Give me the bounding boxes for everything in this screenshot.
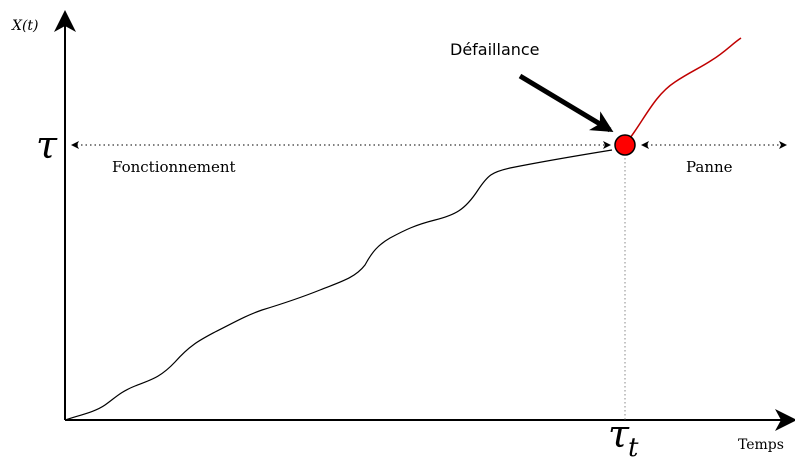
x-axis-label: Temps [738,437,784,453]
degradation-curve [64,149,613,421]
event-label: Défaillance [450,40,540,59]
failure-point [614,134,636,156]
post-failure-curve [629,37,742,139]
y-axis-label: X(t) [11,18,39,34]
event-arrow [518,73,614,133]
working-label: Fonctionnement [112,158,236,176]
threshold-symbol: τ [36,123,58,167]
failure-label: Panne [686,158,733,176]
failure-time-symbol: τ [608,412,630,456]
failure-time-subscript: t [628,433,639,458]
